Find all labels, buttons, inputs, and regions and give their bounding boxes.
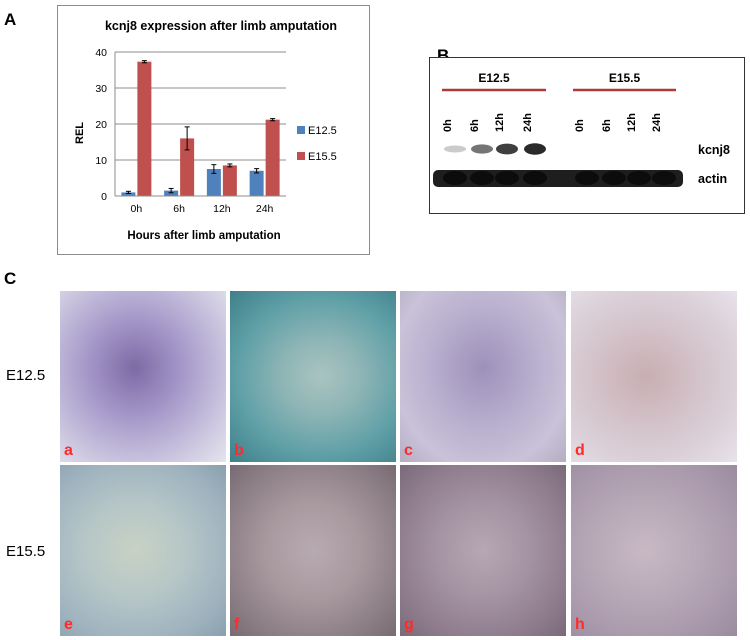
legend-swatch-E15-5	[297, 152, 305, 160]
x-tick-label-12h: 12h	[213, 203, 231, 215]
kcnj8-band-3	[524, 143, 546, 155]
actin-lane-band-7	[652, 171, 676, 185]
bar-E15-5-12h	[222, 165, 237, 196]
legend-label-E12-5: E12.5	[308, 125, 337, 137]
tile-letter-e: e	[64, 616, 73, 633]
image-tile-a: a	[60, 291, 226, 462]
image-tile-b: b	[230, 291, 396, 462]
blot-graphic: E12.5 E15.5 0h 6h 12h 24h 0h 6h 12h 24h kcnj8 actin	[433, 71, 730, 187]
bar-E12-5-24h	[249, 170, 264, 196]
tile-letter-f: f	[234, 616, 240, 633]
panel-a-label: A	[4, 10, 17, 29]
tile-letter-b: b	[234, 442, 244, 459]
actin-lane-band-3	[523, 171, 547, 185]
legend-swatch-E12-5	[297, 126, 305, 134]
actin-lane-band-1	[470, 171, 494, 185]
legend-label-E15-5: E15.5	[308, 151, 337, 163]
y-tick-label-2: 20	[95, 119, 107, 131]
x-tick-label-6h: 6h	[173, 203, 185, 215]
chart-title: kcnj8 expression after limb amputation	[105, 19, 337, 33]
row-label-e15-5: E15.5	[6, 543, 46, 560]
blot-group-label-1: E15.5	[609, 71, 641, 85]
tile-letter-d: d	[575, 442, 585, 459]
bar-E15-5-6h	[180, 138, 195, 196]
tile-letter-a: a	[64, 442, 73, 459]
image-tile-h: h	[571, 465, 737, 636]
y-tick-label-3: 30	[95, 83, 107, 95]
image-tile-f: f	[230, 465, 396, 636]
y-tick-label-0: 0	[101, 191, 107, 203]
bar-chart: kcnj8 expression after limb amputation R…	[74, 19, 337, 242]
actin-lane-band-6	[627, 171, 651, 185]
actin-lane-band-2	[495, 171, 519, 185]
bar-E12-5-6h	[164, 190, 179, 196]
blot-lane-label-5: 6h	[601, 119, 613, 132]
blot-lane-label-2: 12h	[494, 113, 506, 132]
actin-lane-band-4	[575, 171, 599, 185]
image-tile-e: e	[60, 465, 226, 636]
tile-letter-c: c	[404, 442, 413, 459]
kcnj8-band-2	[496, 143, 518, 155]
blot-row-label-kcnj8: kcnj8	[698, 143, 730, 157]
image-tile-g: g	[400, 465, 566, 636]
western-blot: E12.5 E15.5 0h 6h 12h 24h 0h 6h 12h 24h kcnj8 actin	[429, 57, 745, 214]
panel-c-label: C	[4, 269, 17, 288]
kcnj8-band-0	[444, 145, 466, 153]
blot-lane-label-7: 24h	[651, 113, 663, 132]
bar-E12-5-0h	[121, 192, 136, 196]
bar-E15-5-0h	[137, 61, 152, 196]
y-tick-label-1: 10	[95, 155, 107, 167]
x-tick-label-24h: 24h	[256, 203, 274, 215]
image-tile-d: d	[571, 291, 737, 462]
blot-lane-label-1: 6h	[469, 119, 481, 132]
blot-group-label-0: E12.5	[478, 71, 510, 85]
blot-lane-label-6: 12h	[626, 113, 638, 132]
y-tick-label-4: 40	[95, 47, 107, 59]
tile-letter-h: h	[575, 616, 585, 633]
bar-E12-5-12h	[206, 169, 221, 196]
bar-chart-panel: kcnj8 expression after limb amputation R…	[57, 5, 370, 255]
x-tick-label-0h: 0h	[131, 203, 143, 215]
tile-letter-g: g	[404, 616, 414, 633]
x-axis-label: Hours after limb amputation	[127, 230, 280, 242]
y-axis-label: REL	[74, 122, 86, 144]
blot-lane-label-4: 0h	[574, 119, 586, 132]
image-tile-c: c	[400, 291, 566, 462]
kcnj8-band-1	[471, 144, 493, 154]
row-label-e12-5: E12.5	[6, 367, 46, 384]
bar-E15-5-24h	[265, 119, 280, 196]
blot-row-label-actin: actin	[698, 172, 727, 186]
actin-lane-band-0	[443, 171, 467, 185]
blot-lane-label-3: 24h	[522, 113, 534, 132]
actin-lane-band-5	[602, 171, 626, 185]
blot-lane-label-0: 0h	[442, 119, 454, 132]
